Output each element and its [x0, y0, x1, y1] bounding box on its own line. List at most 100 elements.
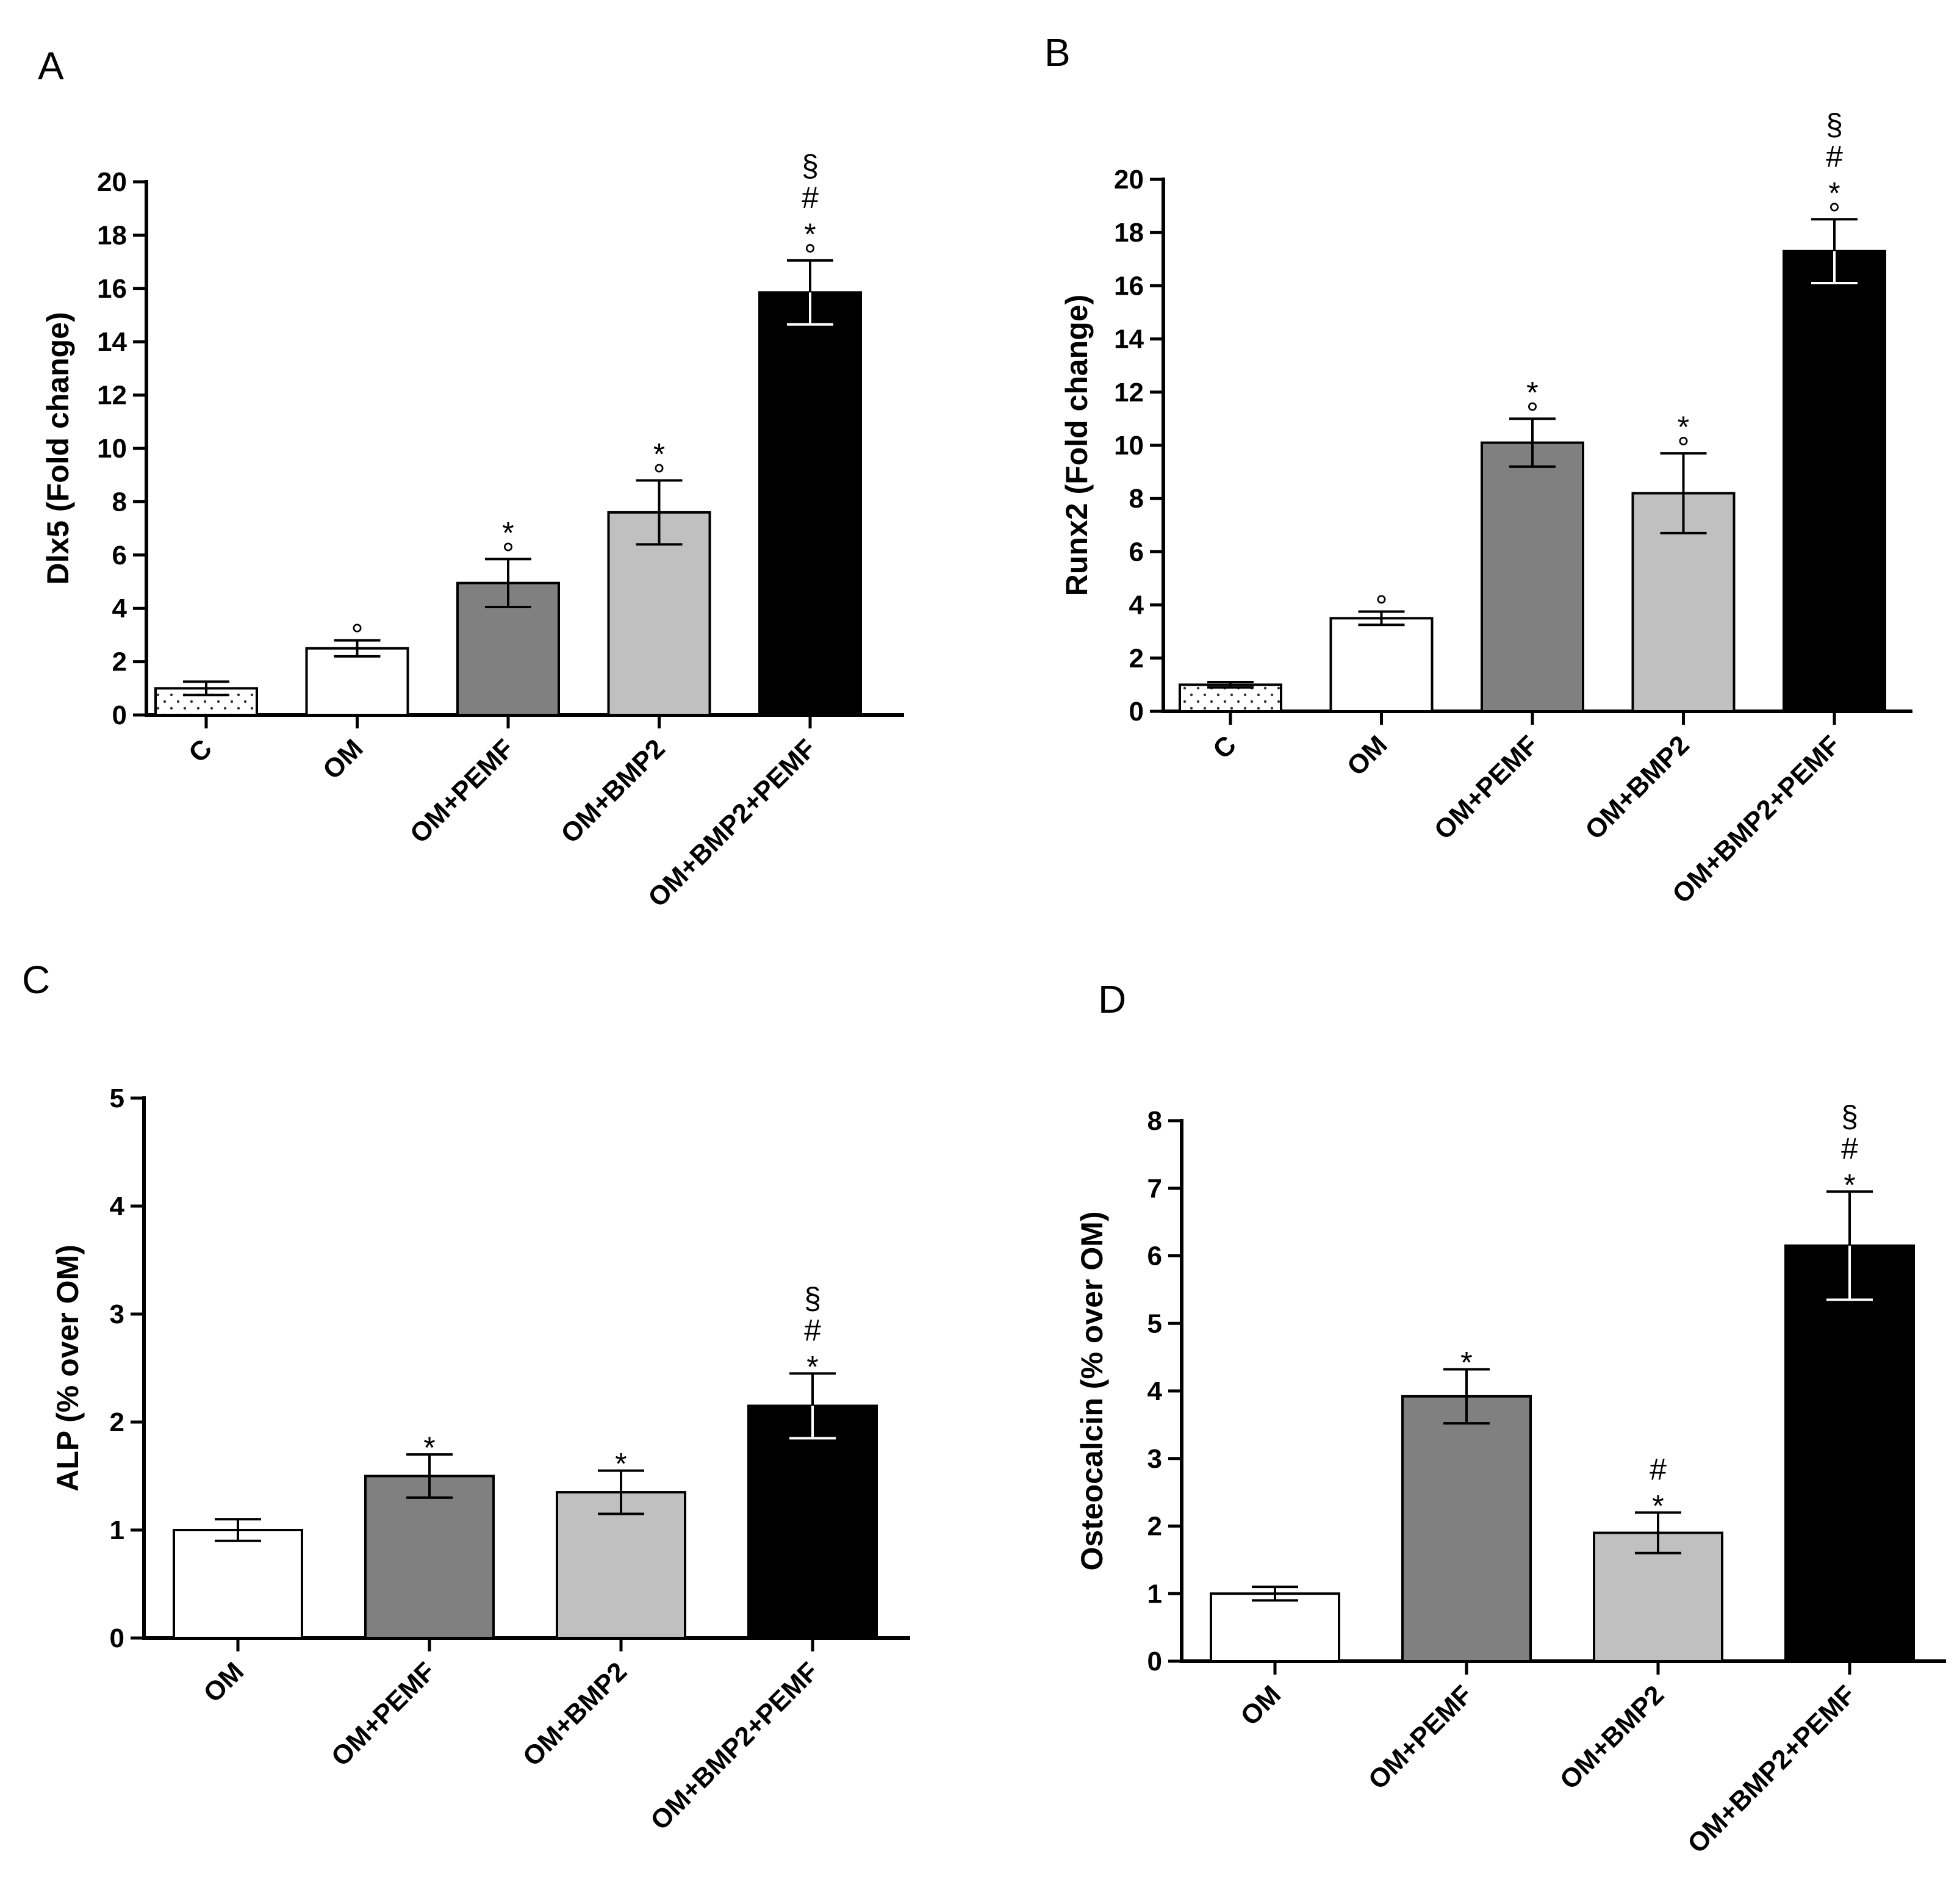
panel-letter-c: C [22, 958, 50, 1002]
bar-a-1 [305, 647, 409, 716]
bar-b-2 [1481, 441, 1584, 713]
significance-mark-c-3-0: * [806, 1349, 818, 1384]
category-label-b-0: C [1207, 730, 1242, 764]
panel-b: B Runx2 (Fold change) 0 2 4 6 8 10 12 14 16 18 20 C OM… [1044, 31, 1912, 909]
y-tick-label-d-5: 5 [1147, 1309, 1162, 1338]
y-tick-label-b-2: 4 [1129, 591, 1144, 620]
panel-letter-b: B [1044, 31, 1071, 74]
significance-mark-b-4-3: § [1826, 107, 1843, 142]
y-tick-label-a-0: 0 [112, 700, 127, 730]
significance-mark-b-3-1: * [1678, 410, 1689, 444]
bar-d-0 [1210, 1592, 1340, 1662]
category-label-d-0: OM [1235, 1679, 1287, 1731]
y-axis-title-d: Osteocalcin (% over OM) [1075, 1211, 1109, 1570]
bar-c-0 [173, 1529, 303, 1639]
significance-mark-b-2-1: * [1526, 375, 1538, 409]
category-label-c-3: OM+BMP2+PEMF [645, 1656, 824, 1836]
significance-mark-a-2-1: * [502, 516, 514, 550]
y-axis-title-b: Runx2 (Fold change) [1060, 295, 1094, 596]
y-tick-label-a-4: 8 [112, 487, 127, 517]
significance-mark-d-3-0: * [1844, 1168, 1855, 1202]
panel-d: D Osteocalcin (% over OM) 0 1 2 3 4 5 6 7 8 OM OM+PE… [1075, 977, 1946, 1859]
y-tick-label-a-6: 12 [97, 381, 127, 411]
significance-mark-c-1-0: * [423, 1431, 435, 1465]
y-tick-label-b-9: 18 [1114, 218, 1144, 248]
significance-mark-b-4-1: * [1828, 176, 1840, 210]
significance-mark-a-4-3: § [802, 149, 819, 183]
significance-mark-d-3-1: # [1841, 1131, 1858, 1165]
y-tick-label-b-4: 8 [1129, 484, 1144, 514]
y-axis-title-a: Dlx5 (Fold change) [41, 312, 75, 584]
y-tick-label-c-1: 1 [110, 1515, 124, 1545]
y-tick-label-a-1: 2 [112, 647, 127, 677]
y-tick-label-a-9: 18 [97, 220, 127, 250]
y-tick-label-d-1: 1 [1147, 1579, 1162, 1609]
panel-letter-d: D [1098, 977, 1126, 1021]
y-tick-label-d-3: 3 [1147, 1444, 1162, 1474]
y-tick-label-b-0: 0 [1129, 697, 1144, 727]
bar-c-2 [556, 1491, 686, 1640]
bar-b-1 [1329, 617, 1434, 713]
significance-mark-a-3-0: ° [653, 458, 666, 492]
bar-d-1 [1401, 1395, 1532, 1663]
y-tick-label-d-7: 7 [1147, 1174, 1162, 1204]
category-label-a-0: C [183, 733, 218, 768]
significance-mark-c-3-1: # [804, 1313, 821, 1347]
y-tick-label-d-6: 6 [1147, 1241, 1162, 1271]
panel-c: C ALP (% over OM) 0 1 2 3 4 5 OM OM+PEMF * OM+BMP2 *… [22, 958, 910, 1836]
category-label-c-2: OM+BMP2 [517, 1656, 633, 1772]
y-tick-label-a-2: 4 [112, 594, 127, 623]
category-label-c-1: OM+PEMF [326, 1656, 441, 1772]
y-tick-label-a-5: 10 [97, 434, 127, 464]
significance-mark-c-3-2: § [804, 1281, 821, 1315]
significance-mark-a-4-2: # [802, 181, 819, 215]
y-tick-label-c-0: 0 [110, 1623, 124, 1653]
y-tick-label-a-8: 16 [97, 274, 127, 304]
category-label-d-3: OM+BMP2+PEMF [1682, 1679, 1861, 1859]
y-tick-label-b-5: 10 [1114, 431, 1144, 461]
y-tick-label-c-3: 3 [110, 1299, 124, 1329]
category-label-d-1: OM+PEMF [1363, 1679, 1478, 1795]
category-label-a-1: OM [317, 733, 369, 785]
y-tick-label-d-0: 0 [1147, 1647, 1162, 1676]
bar-b-0 [1179, 683, 1282, 713]
y-tick-label-b-7: 14 [1114, 325, 1144, 354]
significance-mark-b-1-0: ° [1376, 589, 1388, 623]
significance-mark-d-2-0: * [1652, 1489, 1664, 1523]
significance-mark-a-4-1: * [804, 217, 816, 251]
y-tick-label-d-2: 2 [1147, 1512, 1162, 1542]
category-label-b-1: OM [1341, 730, 1393, 781]
significance-mark-c-2-0: * [615, 1447, 627, 1481]
significance-mark-d-2-1: # [1650, 1452, 1667, 1486]
panel-letter-a: A [38, 44, 64, 88]
significance-mark-b-3-0: ° [1678, 431, 1690, 465]
category-label-c-0: OM [198, 1656, 250, 1708]
y-tick-label-c-5: 5 [110, 1083, 124, 1113]
panel-a: A Dlx5 (Fold change) 0 2 4 6 8 10 12 14 16 18 20 C OM °… [38, 44, 904, 913]
bar-c-3 [747, 1404, 878, 1639]
y-tick-label-c-2: 2 [110, 1407, 124, 1437]
significance-mark-d-1-0: * [1460, 1346, 1472, 1380]
y-tick-label-a-7: 14 [97, 327, 127, 357]
category-label-b-3: OM+BMP2 [1579, 730, 1695, 845]
significance-mark-b-2-0: ° [1526, 396, 1539, 430]
category-label-b-2: OM+PEMF [1429, 730, 1544, 845]
significance-mark-a-3-1: * [653, 437, 665, 471]
y-tick-label-b-10: 20 [1114, 165, 1144, 195]
significance-mark-a-1-0: ° [351, 618, 364, 652]
y-tick-label-a-10: 20 [97, 167, 127, 197]
bar-d-3 [1784, 1244, 1915, 1662]
y-tick-label-d-4: 4 [1147, 1376, 1163, 1406]
category-label-d-2: OM+BMP2 [1554, 1679, 1670, 1795]
y-tick-label-b-6: 12 [1114, 378, 1144, 408]
significance-mark-a-4-0: ° [804, 238, 816, 272]
y-tick-label-b-3: 6 [1129, 537, 1144, 567]
y-tick-label-b-1: 2 [1129, 644, 1144, 674]
category-label-b-4: OM+BMP2+PEMF [1667, 730, 1846, 909]
y-tick-label-d-8: 8 [1147, 1106, 1162, 1136]
y-tick-label-c-4: 4 [110, 1191, 125, 1221]
bar-a-0 [154, 687, 258, 717]
bar-a-4 [758, 291, 862, 717]
